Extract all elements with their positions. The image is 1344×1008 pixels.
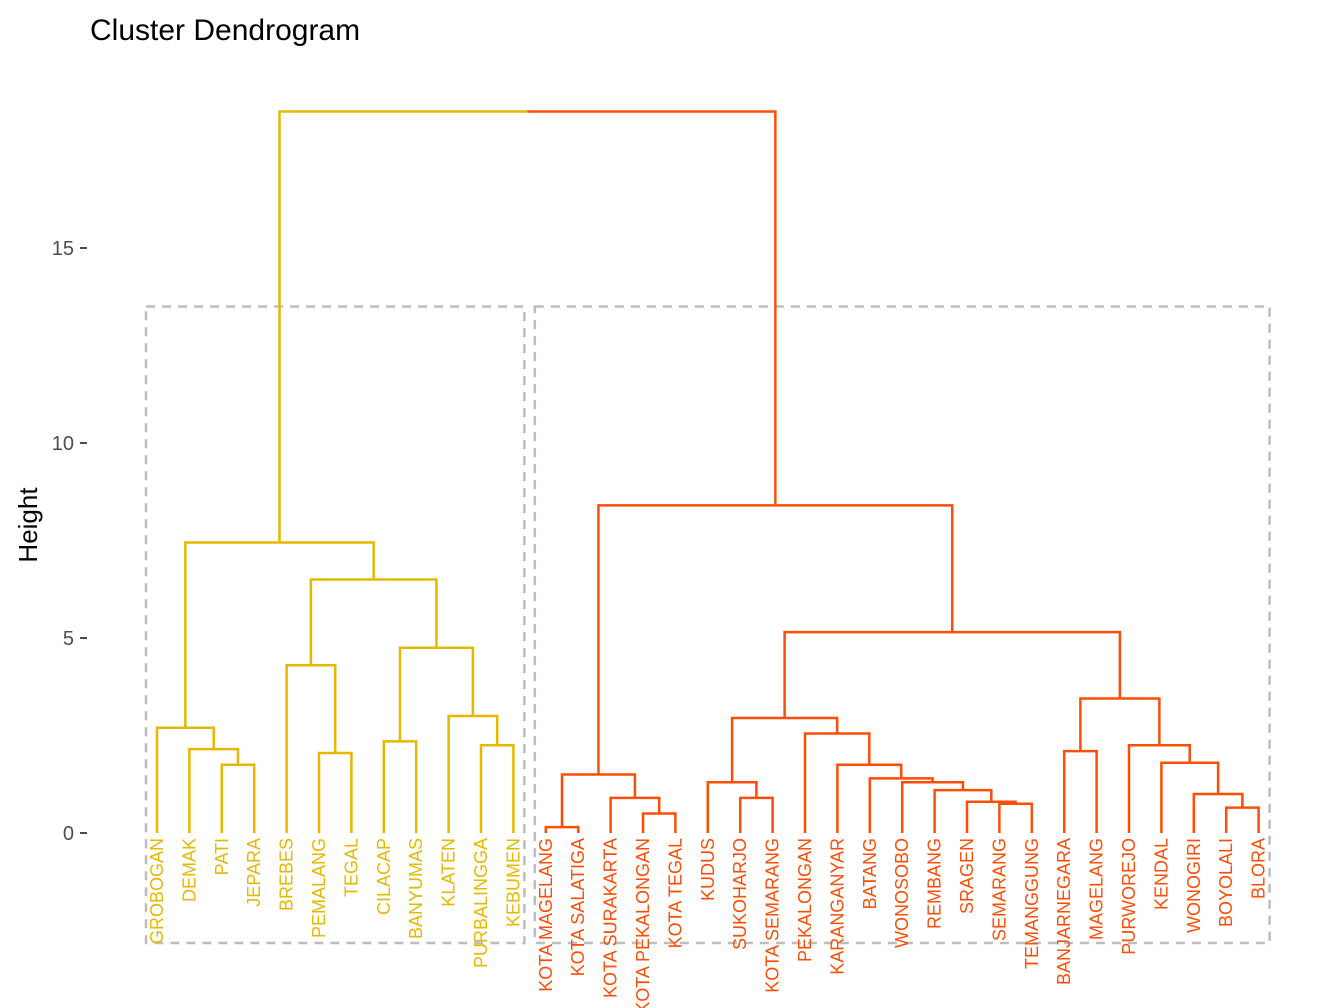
leaf-label: KUDUS — [698, 838, 718, 901]
leaf-label: BLORA — [1249, 838, 1269, 899]
leaf-label: KENDAL — [1151, 838, 1171, 910]
dendrogram-link — [998, 802, 1034, 833]
leaf-label: PEMALANG — [309, 838, 329, 938]
dendrogram-link — [447, 714, 499, 833]
dendrogram-link — [544, 825, 580, 833]
leaf-label: KARANGANYAR — [827, 838, 847, 975]
dendrogram-link — [382, 740, 418, 833]
dendrogram-link — [738, 796, 774, 833]
dendrogram-link — [641, 812, 677, 833]
cluster-rectangle — [533, 305, 1271, 945]
leaf-label: PURBALINGGA — [471, 838, 491, 968]
leaf-label: TEMANGGUNG — [1022, 838, 1042, 969]
dendrogram-link — [609, 796, 661, 833]
dendrogram-link — [1127, 744, 1191, 833]
dendrogram-link — [706, 781, 758, 833]
dendrogram-link — [479, 744, 515, 833]
leaf-label: KLATEN — [439, 838, 459, 907]
y-tick-label: 0 — [63, 823, 74, 845]
leaf-labels: GROBOGAN DEMAK PATI JEPARA BREBES PEMALANG TEG… — [147, 838, 1269, 1008]
dendrogram-link — [1224, 806, 1260, 833]
leaf-label: CILACAP — [374, 838, 394, 915]
leaf-label: PATI — [212, 838, 232, 875]
leaf-label: KOTA SEMARANG — [763, 838, 783, 993]
dendrogram-link — [730, 716, 839, 783]
leaf-label: SRAGEN — [957, 838, 977, 914]
leaf-label: KOTA TEGAL — [665, 838, 685, 948]
leaf-label: SEMARANG — [989, 838, 1009, 941]
dendrogram-link — [933, 788, 993, 833]
dendrogram-link — [527, 110, 777, 506]
chart-title: Cluster Dendrogram — [90, 14, 360, 47]
cluster-rectangle — [144, 305, 526, 945]
y-tick-label: 5 — [63, 628, 74, 650]
y-axis: 0 5 10 15 — [52, 238, 87, 845]
leaf-label: DEMAK — [179, 838, 199, 902]
dendrogram-link — [278, 110, 528, 543]
dendrogram-link — [184, 541, 375, 728]
leaf-label: KOTA MAGELANG — [536, 838, 556, 992]
dendrogram-link — [398, 646, 475, 742]
leaf-label: BATANG — [860, 838, 880, 909]
cluster-rectangles — [144, 305, 1271, 945]
dendrogram-link — [1192, 792, 1244, 833]
dendrogram-links — [155, 110, 1260, 833]
leaf-label: KOTA PEKALONGAN — [633, 838, 653, 1008]
y-tick-label: 15 — [52, 238, 74, 260]
y-axis-label: Height — [13, 487, 43, 563]
leaf-label: GROBOGAN — [147, 838, 167, 944]
leaf-label: WONOSOBO — [892, 838, 912, 948]
leaf-label: WONOGIRI — [1184, 838, 1204, 933]
leaf-label: MAGELANG — [1087, 838, 1107, 940]
dendrogram-link — [220, 763, 256, 833]
dendrogram-link — [783, 630, 1122, 718]
leaf-label: TEGAL — [341, 838, 361, 897]
dendrogram-link — [1079, 697, 1161, 752]
leaf-label: SUKOHARJO — [730, 838, 750, 950]
dendrogram-link — [1160, 761, 1220, 833]
dendrogram-link — [188, 747, 240, 833]
dendrogram-link — [597, 504, 954, 775]
dendrogram-link — [317, 751, 353, 833]
dendrogram-link — [965, 800, 1017, 833]
leaf-label: KOTA SURAKARTA — [601, 838, 621, 998]
leaf-label: BOYOLALI — [1216, 838, 1236, 927]
leaf-label: BANJARNEGARA — [1054, 838, 1074, 985]
leaf-label: BANYUMAS — [406, 838, 426, 939]
leaf-label: REMBANG — [925, 838, 945, 929]
dendrogram-link — [309, 578, 438, 666]
dendrogram-link — [285, 664, 337, 833]
leaf-label: KOTA SALATIGA — [568, 838, 588, 976]
y-tick-label: 10 — [52, 433, 74, 455]
dendrogram-link — [155, 726, 215, 833]
dendrogram-link — [560, 773, 637, 828]
leaf-label: BREBES — [277, 838, 297, 911]
leaf-label: KEBUMEN — [503, 838, 523, 927]
leaf-label: PEKALONGAN — [795, 838, 815, 962]
dendrogram-link — [1062, 749, 1098, 833]
leaf-label: JEPARA — [244, 838, 264, 907]
leaf-label: PURWOREJO — [1119, 838, 1139, 955]
